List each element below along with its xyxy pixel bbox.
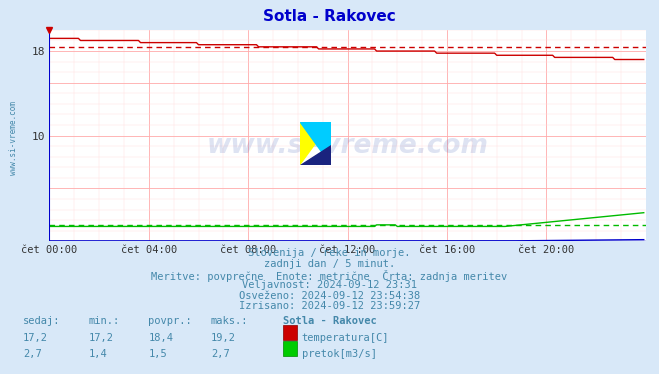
Text: 1,4: 1,4	[89, 349, 107, 359]
Text: 1,5: 1,5	[148, 349, 167, 359]
Text: 18,4: 18,4	[148, 333, 173, 343]
Text: Sotla - Rakovec: Sotla - Rakovec	[263, 9, 396, 24]
Text: Izrisano: 2024-09-12 23:59:27: Izrisano: 2024-09-12 23:59:27	[239, 301, 420, 312]
Text: temperatura[C]: temperatura[C]	[302, 333, 389, 343]
Text: 17,2: 17,2	[23, 333, 48, 343]
Polygon shape	[300, 122, 331, 165]
Text: 17,2: 17,2	[89, 333, 114, 343]
Text: 2,7: 2,7	[23, 349, 42, 359]
Text: maks.:: maks.:	[211, 316, 248, 326]
Text: Sotla - Rakovec: Sotla - Rakovec	[283, 316, 377, 326]
Text: Osveženo: 2024-09-12 23:54:38: Osveženo: 2024-09-12 23:54:38	[239, 291, 420, 301]
Text: www.si-vreme.com: www.si-vreme.com	[9, 101, 18, 175]
Text: Meritve: povprečne  Enote: metrične  Črta: zadnja meritev: Meritve: povprečne Enote: metrične Črta:…	[152, 270, 507, 282]
Text: povpr.:: povpr.:	[148, 316, 192, 326]
Text: 19,2: 19,2	[211, 333, 236, 343]
Text: Veljavnost: 2024-09-12 23:31: Veljavnost: 2024-09-12 23:31	[242, 280, 417, 291]
Text: 2,7: 2,7	[211, 349, 229, 359]
Polygon shape	[300, 145, 331, 165]
Text: Slovenija / reke in morje.: Slovenija / reke in morje.	[248, 248, 411, 258]
Text: www.si-vreme.com: www.si-vreme.com	[207, 133, 488, 159]
Text: min.:: min.:	[89, 316, 120, 326]
Polygon shape	[300, 122, 331, 165]
Text: pretok[m3/s]: pretok[m3/s]	[302, 349, 377, 359]
Text: zadnji dan / 5 minut.: zadnji dan / 5 minut.	[264, 259, 395, 269]
Text: sedaj:: sedaj:	[23, 316, 61, 326]
